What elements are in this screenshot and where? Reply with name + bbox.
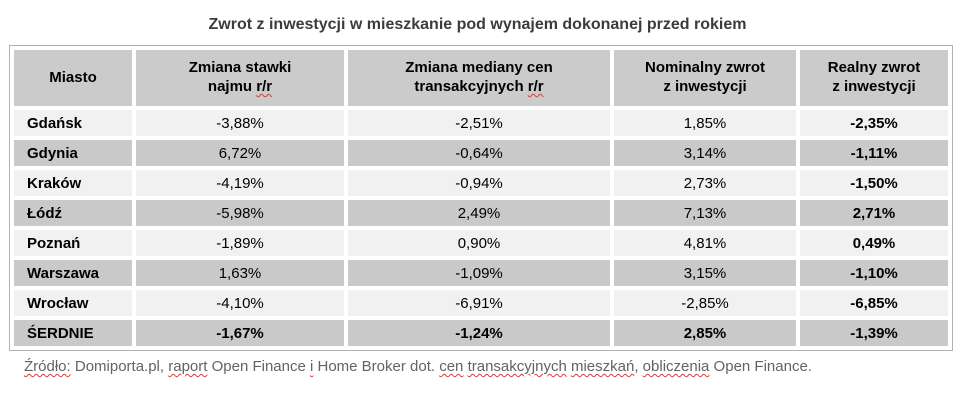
table-row: Kraków -4,19% -0,94% 2,73% -1,50% — [14, 170, 948, 196]
misspelled-text: i — [309, 358, 314, 375]
value-cell-real_return: -1,10% — [800, 260, 948, 286]
city-cell: Kraków — [14, 170, 132, 196]
value-cell-median_price_change_yoy: -6,91% — [348, 290, 610, 316]
column-header-real_return: Realny zwrot z inwestycji — [800, 50, 948, 106]
column-header-median_price_change_yoy: Zmiana mediany cen transakcyjnych r/r — [348, 50, 610, 106]
header-row: Miasto Zmiana stawki najmu r/r Zmiana media… — [14, 50, 948, 106]
value-cell-median_price_change_yoy: -2,51% — [348, 110, 610, 136]
city-cell: Łódź — [14, 200, 132, 226]
value-cell-nominal_return: 7,13% — [614, 200, 796, 226]
city-cell: Warszawa — [14, 260, 132, 286]
table-row: Gdynia 6,72% -0,64% 3,14% -1,11% — [14, 140, 948, 166]
misspelled-text: obliczenia — [642, 358, 710, 375]
misspelled-text: mieszkań — [570, 358, 635, 375]
value-cell-median_price_change_yoy: 0,90% — [348, 230, 610, 256]
value-cell-nominal_return: 1,85% — [614, 110, 796, 136]
value-cell-nominal_return: 2,73% — [614, 170, 796, 196]
table-row: Łódź -5,98% 2,49% 7,13% 2,71% — [14, 200, 948, 226]
value-cell-real_return: -6,85% — [800, 290, 948, 316]
value-cell-nominal_return: -2,85% — [614, 290, 796, 316]
value-cell-median_price_change_yoy: 2,49% — [348, 200, 610, 226]
value-cell-real_return: -1,39% — [800, 320, 948, 346]
value-cell-rent_change_yoy: 1,63% — [136, 260, 344, 286]
city-cell: Wrocław — [14, 290, 132, 316]
table-row: Gdańsk -3,88% -2,51% 1,85% -2,35% — [14, 110, 948, 136]
column-header-rent_change_yoy: Zmiana stawki najmu r/r — [136, 50, 344, 106]
value-cell-real_return: -2,35% — [800, 110, 948, 136]
misspelled-text: raport — [168, 358, 208, 375]
column-header-city: Miasto — [14, 50, 132, 106]
value-cell-nominal_return: 2,85% — [614, 320, 796, 346]
value-cell-real_return: 2,71% — [800, 200, 948, 226]
table-row: Poznań -1,89% 0,90% 4,81% 0,49% — [14, 230, 948, 256]
value-cell-real_return: 0,49% — [800, 230, 948, 256]
value-cell-nominal_return: 3,15% — [614, 260, 796, 286]
value-cell-rent_change_yoy: -1,89% — [136, 230, 344, 256]
value-cell-median_price_change_yoy: -0,94% — [348, 170, 610, 196]
value-cell-rent_change_yoy: -5,98% — [136, 200, 344, 226]
page-title: Zwrot z inwestycji w mieszkanie pod wyna… — [208, 16, 747, 33]
misspelled-text: Źródło: — [24, 358, 71, 375]
misspelled-text: r/r — [256, 78, 273, 95]
value-cell-nominal_return: 3,14% — [614, 140, 796, 166]
table-row: Warszawa 1,63% -1,09% 3,15% -1,10% — [14, 260, 948, 286]
value-cell-median_price_change_yoy: -1,24% — [348, 320, 610, 346]
city-cell: Gdańsk — [14, 110, 132, 136]
value-cell-median_price_change_yoy: -0,64% — [348, 140, 610, 166]
value-cell-rent_change_yoy: -1,67% — [136, 320, 344, 346]
city-cell: ŚERDNIE — [14, 320, 132, 346]
value-cell-real_return: -1,11% — [800, 140, 948, 166]
returns-table-container: Miasto Zmiana stawki najmu r/r Zmiana media… — [9, 45, 953, 351]
value-cell-real_return: -1,50% — [800, 170, 948, 196]
source-line: Źródło: Domiporta.pl, raport Open Financ… — [24, 358, 812, 375]
city-cell: Poznań — [14, 230, 132, 256]
value-cell-rent_change_yoy: -3,88% — [136, 110, 344, 136]
average-row: ŚERDNIE -1,67% -1,24% 2,85% -1,39% — [14, 320, 948, 346]
value-cell-rent_change_yoy: -4,10% — [136, 290, 344, 316]
misspelled-text: r/r — [527, 78, 544, 95]
value-cell-nominal_return: 4,81% — [614, 230, 796, 256]
value-cell-median_price_change_yoy: -1,09% — [348, 260, 610, 286]
column-header-nominal_return: Nominalny zwrot z inwestycji — [614, 50, 796, 106]
value-cell-rent_change_yoy: -4,19% — [136, 170, 344, 196]
misspelled-text: transakcyjnych — [467, 358, 567, 375]
table-row: Wrocław -4,10% -6,91% -2,85% -6,85% — [14, 290, 948, 316]
city-cell: Gdynia — [14, 140, 132, 166]
returns-table: Miasto Zmiana stawki najmu r/r Zmiana media… — [10, 46, 952, 350]
misspelled-text: cen — [439, 358, 464, 375]
value-cell-rent_change_yoy: 6,72% — [136, 140, 344, 166]
table-body: Gdańsk -3,88% -2,51% 1,85% -2,35% Gdynia 6,72%… — [14, 110, 948, 346]
